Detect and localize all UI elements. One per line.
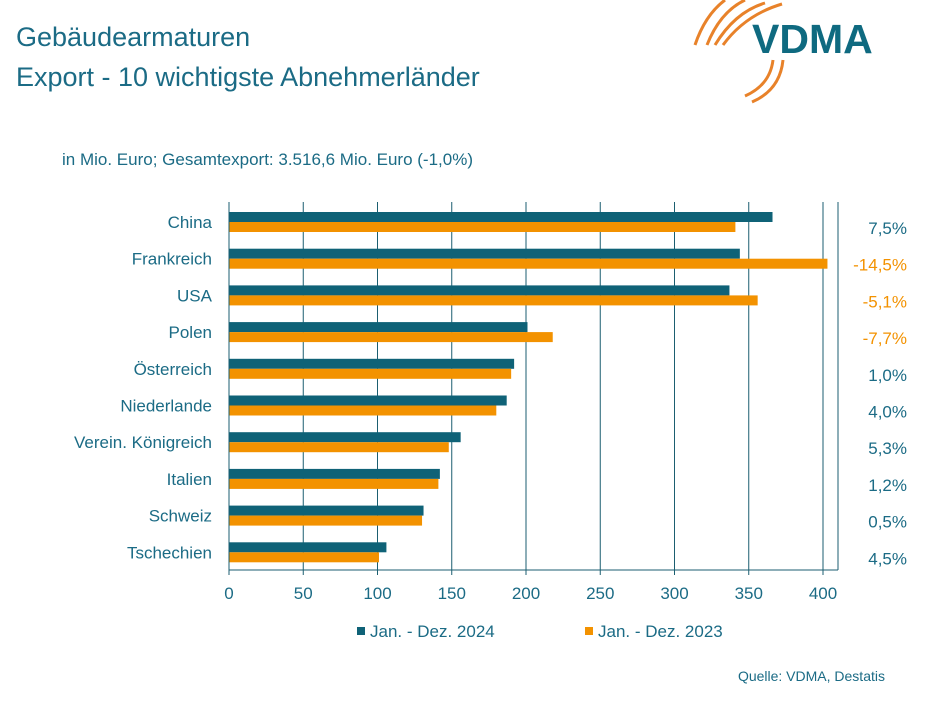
bar-2024 (229, 248, 740, 259)
bar-2024 (229, 395, 507, 406)
change-label: 0,5% (868, 513, 907, 532)
x-tick-label: 250 (586, 584, 614, 603)
x-tick-label: 300 (660, 584, 688, 603)
x-tick-label: 100 (363, 584, 391, 603)
bar-2024 (229, 542, 387, 553)
category-label: Polen (169, 323, 212, 342)
bar-2023 (229, 368, 512, 379)
vdma-logo: VDMA (693, 0, 873, 104)
category-label: USA (177, 286, 213, 305)
bar-2024 (229, 468, 440, 479)
bar-2024 (229, 322, 528, 333)
change-label: 4,5% (868, 549, 907, 568)
bar-2023 (229, 258, 828, 269)
title-line2: Export - 10 wichtigste Abnehmerländer (16, 62, 480, 92)
title-line1: Gebäudearmaturen (16, 22, 251, 52)
bar-2024 (229, 285, 730, 296)
change-label: -7,7% (863, 329, 907, 348)
category-label: Österreich (134, 360, 212, 379)
bar-2024 (229, 212, 773, 222)
bar-2023 (229, 405, 497, 416)
category-label: Italien (167, 470, 212, 489)
bar-2023 (229, 295, 758, 306)
bar-2023 (229, 332, 553, 343)
category-label: Verein. Königreich (74, 433, 212, 452)
legend-label: Jan. - Dez. 2024 (370, 622, 495, 641)
legend-swatch (357, 627, 365, 635)
bar-2023 (229, 442, 449, 453)
change-label: 1,2% (868, 476, 907, 495)
x-tick-label: 200 (512, 584, 540, 603)
svg-text:VDMA: VDMA (752, 16, 873, 62)
legend-swatch (585, 627, 593, 635)
bar-2023 (229, 515, 423, 526)
source-note: Quelle: VDMA, Destatis (737, 668, 885, 684)
change-label: -5,1% (863, 292, 907, 311)
bar-2023 (229, 222, 736, 232)
change-label: 4,0% (868, 403, 907, 422)
category-label: Tschechien (127, 543, 212, 562)
bar-2024 (229, 358, 515, 369)
legend-label: Jan. - Dez. 2023 (598, 622, 723, 641)
bar-2023 (229, 552, 379, 563)
category-label: Schweiz (149, 507, 212, 526)
change-label: 1,0% (868, 366, 907, 385)
x-tick-label: 0 (224, 584, 233, 603)
x-tick-label: 150 (438, 584, 466, 603)
category-label: China (168, 213, 213, 232)
x-tick-label: 50 (294, 584, 313, 603)
bar-2024 (229, 432, 461, 443)
x-tick-label: 400 (809, 584, 837, 603)
chart-subtitle: in Mio. Euro; Gesamtexport: 3.516,6 Mio.… (62, 150, 474, 169)
category-label: Niederlande (120, 397, 212, 416)
bar-2024 (229, 505, 424, 516)
x-tick-label: 350 (735, 584, 763, 603)
change-label: 5,3% (868, 439, 907, 458)
change-label: 7,5% (868, 219, 907, 238)
category-label: Frankreich (132, 250, 212, 269)
bar-2023 (229, 478, 439, 489)
change-label: -14,5% (853, 256, 907, 275)
